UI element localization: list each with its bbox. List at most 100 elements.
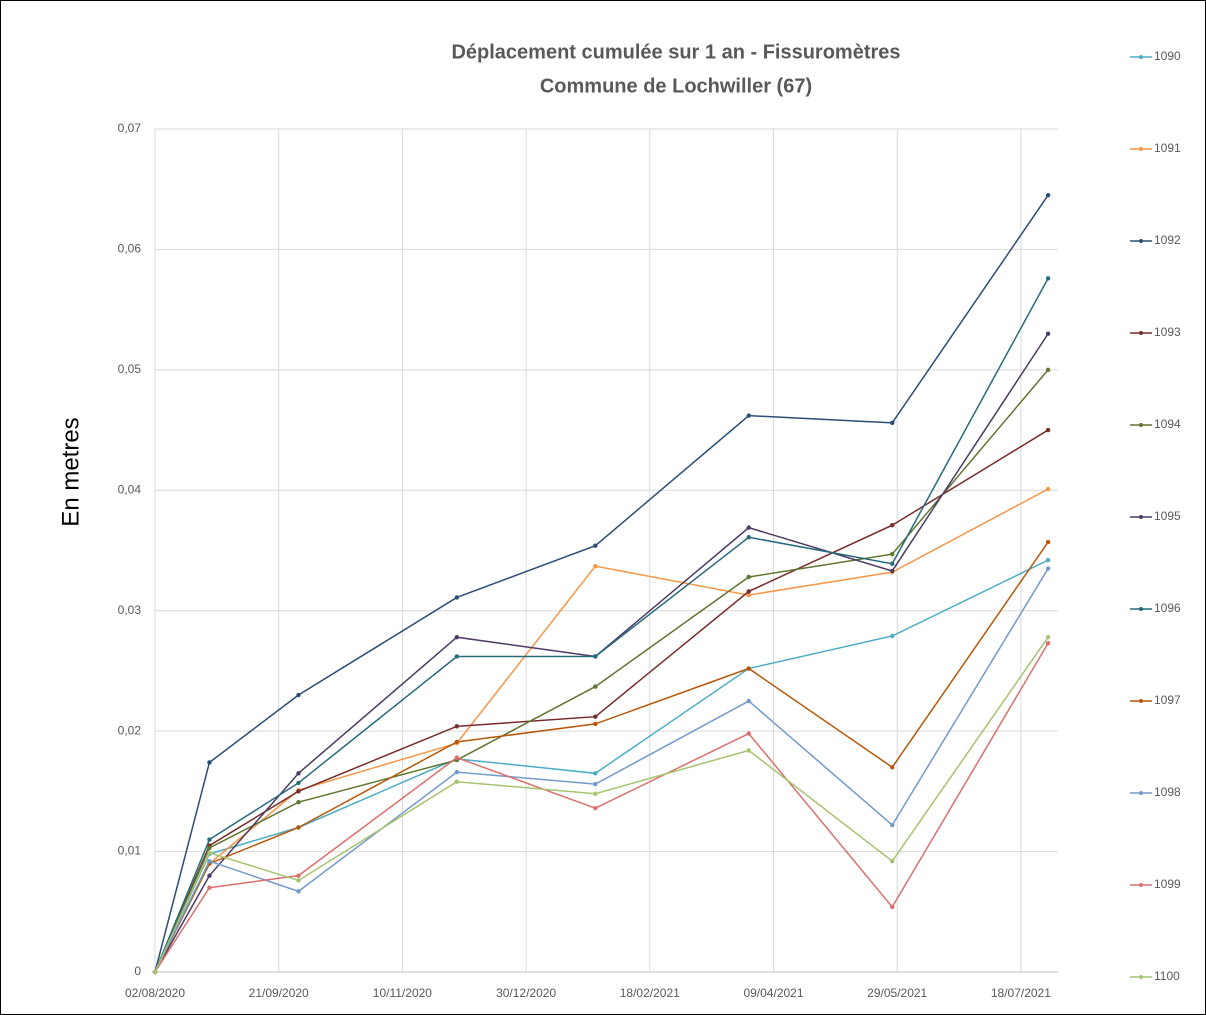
legend-label: 1097 <box>1154 693 1181 707</box>
y-tick-label: 0,02 <box>118 723 142 737</box>
y-tick-label: 0,07 <box>118 121 142 135</box>
data-point <box>296 889 301 894</box>
x-tick-label: 29/05/2021 <box>867 986 927 1000</box>
legend-swatch <box>1139 515 1143 519</box>
data-point <box>890 765 895 770</box>
data-point <box>454 739 460 745</box>
legend-label: 1090 <box>1154 49 1181 63</box>
data-point <box>1045 367 1051 373</box>
legend-label: 1094 <box>1154 417 1181 431</box>
data-point <box>890 859 895 864</box>
x-tick-label: 10/11/2020 <box>373 986 432 1000</box>
data-point <box>1045 193 1051 198</box>
data-point <box>207 850 212 855</box>
data-point <box>207 837 212 842</box>
data-point <box>890 561 895 566</box>
data-point <box>890 420 895 426</box>
data-point <box>890 523 895 528</box>
x-tick-label: 02/08/2020 <box>125 986 185 1000</box>
legend-swatch <box>1139 55 1143 59</box>
data-point <box>746 525 751 530</box>
y-tick-label: 0,06 <box>118 242 142 256</box>
legend-label: 1091 <box>1154 141 1181 155</box>
data-point <box>890 904 895 910</box>
data-point <box>1045 566 1051 571</box>
data-point <box>593 684 598 689</box>
data-point <box>1045 276 1051 281</box>
series-line <box>154 559 1049 973</box>
data-point <box>207 760 212 765</box>
data-point <box>454 769 460 775</box>
y-tick-label: 0,04 <box>118 482 142 496</box>
data-point <box>746 592 751 598</box>
series-line <box>154 369 1049 973</box>
legend-label: 1099 <box>1154 877 1181 891</box>
data-point <box>1045 486 1051 492</box>
data-point <box>593 714 598 719</box>
series-line <box>154 642 1049 973</box>
data-point <box>207 845 212 851</box>
legend-swatch <box>1139 239 1143 243</box>
data-point <box>593 771 598 776</box>
y-tick-label: 0 <box>134 964 141 978</box>
legend-swatch <box>1139 147 1143 151</box>
legend-label: 1092 <box>1154 233 1181 247</box>
data-point <box>454 654 460 659</box>
legend-label: 1093 <box>1154 325 1181 339</box>
data-point <box>890 551 895 557</box>
data-point <box>890 822 895 828</box>
legend-label: 1098 <box>1154 785 1181 799</box>
series-line <box>154 194 1049 973</box>
data-point <box>746 574 751 580</box>
legend-label: 1100 <box>1154 969 1180 983</box>
x-tick-label: 18/07/2021 <box>991 986 1051 1000</box>
data-point <box>454 755 460 760</box>
data-point <box>746 698 751 704</box>
x-tick-label: 30/12/2020 <box>496 986 556 1000</box>
legend-swatch <box>1139 699 1143 703</box>
data-point <box>746 589 751 594</box>
chart-title: Commune de Lochwiller (67) <box>540 75 812 97</box>
data-point <box>454 595 460 600</box>
x-tick-label: 21/09/2020 <box>249 986 309 1000</box>
data-point <box>1045 427 1051 433</box>
data-point <box>207 873 212 878</box>
y-axis-label: En metres <box>57 417 84 526</box>
data-point <box>296 873 301 878</box>
data-point <box>593 721 598 727</box>
legend-swatch <box>1139 331 1143 335</box>
data-point <box>1045 539 1051 545</box>
legend-swatch <box>1139 423 1143 427</box>
data-point <box>1045 557 1051 563</box>
y-tick-label: 0,05 <box>118 362 142 376</box>
data-point <box>296 789 301 794</box>
data-point <box>593 791 598 796</box>
legend-swatch <box>1139 883 1143 887</box>
data-point <box>296 780 301 786</box>
data-point <box>454 635 460 640</box>
data-point <box>152 969 158 975</box>
data-point <box>593 563 598 569</box>
data-point <box>454 779 460 784</box>
legend-swatch <box>1139 791 1143 795</box>
data-point <box>207 859 212 864</box>
data-point <box>1045 635 1051 640</box>
chart-title: Déplacement cumulée sur 1 an - Fissuromè… <box>451 41 900 63</box>
data-point <box>593 654 598 659</box>
data-point <box>296 692 301 698</box>
y-tick-label: 0,01 <box>118 844 142 858</box>
series-line <box>154 488 1049 973</box>
x-tick-label: 18/02/2021 <box>620 986 680 1000</box>
series-line <box>154 568 1049 973</box>
data-point <box>746 748 751 753</box>
legend-swatch <box>1139 975 1143 979</box>
data-point <box>1045 331 1051 336</box>
data-point <box>890 633 895 639</box>
legend-label: 1095 <box>1154 509 1181 523</box>
data-point <box>593 781 598 787</box>
data-point <box>296 825 301 830</box>
data-point <box>746 666 751 671</box>
legend-swatch <box>1139 607 1143 611</box>
